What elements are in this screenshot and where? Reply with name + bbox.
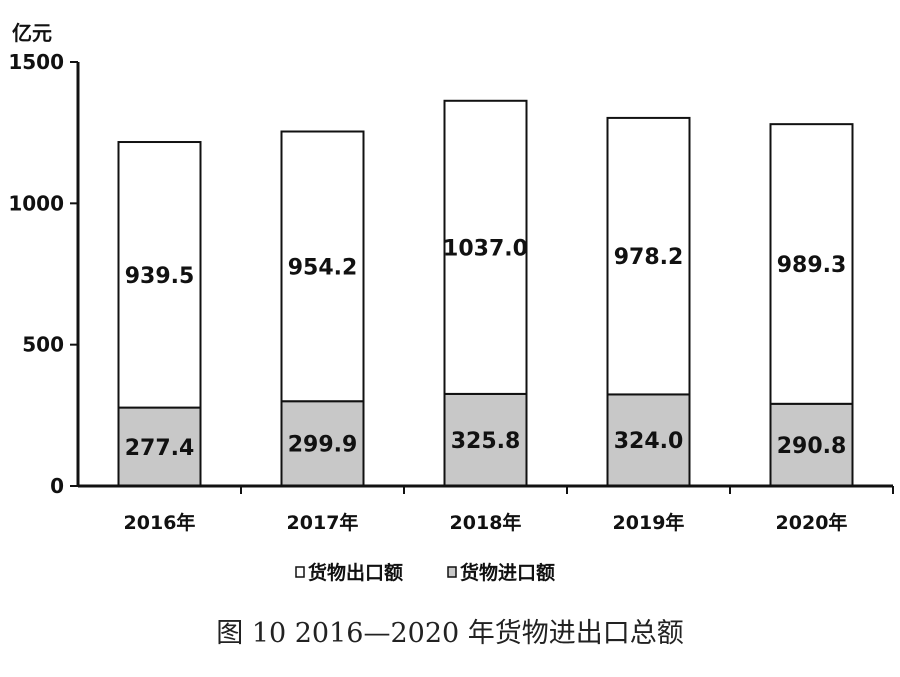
x-tick-label: 2018年 <box>450 511 522 534</box>
x-tick-label: 2016年 <box>124 511 196 534</box>
legend-swatch <box>295 566 305 578</box>
y-axis-unit-label: 亿元 <box>12 21 52 45</box>
y-tick-label: 0 <box>50 474 64 498</box>
x-tick-label: 2017年 <box>287 511 359 534</box>
legend-label: 货物出口额 <box>308 561 403 584</box>
legend-label: 货物进口额 <box>460 561 555 584</box>
data-label-import: 290.8 <box>777 434 847 459</box>
bar-import <box>769 402 854 487</box>
chart-caption: 图 10 2016—2020 年货物进出口总额 <box>216 618 684 649</box>
bar-export <box>280 130 365 403</box>
bar-export <box>606 116 691 396</box>
data-label-export: 989.3 <box>777 253 847 278</box>
bar-export <box>117 141 202 409</box>
data-label-import: 324.0 <box>614 429 684 454</box>
x-axis: 2016年 2017年 2018年 2019年 2020年 <box>78 484 894 534</box>
bar-export <box>443 99 528 395</box>
x-tick-label: 2020年 <box>776 511 848 534</box>
data-label-import: 277.4 <box>125 436 195 461</box>
bar-import <box>117 406 202 487</box>
y-tick-label: 1500 <box>8 50 64 74</box>
data-label-import: 299.9 <box>288 433 358 458</box>
bar-export <box>769 123 854 405</box>
bars: 277.4 939.5 299.9 954.2 325.8 1037.0 324.0 978.… <box>117 99 854 488</box>
data-label-export: 939.5 <box>125 264 195 289</box>
data-label-export: 1037.0 <box>443 236 528 261</box>
data-label-export: 978.2 <box>614 245 684 270</box>
y-axis: 0 500 1000 1500 <box>8 50 80 498</box>
y-tick-label: 500 <box>22 333 64 357</box>
x-tick-label: 2019年 <box>613 511 685 534</box>
legend-swatch <box>447 566 457 578</box>
data-label-export: 954.2 <box>288 255 358 280</box>
data-label-import: 325.8 <box>451 429 521 454</box>
bar-import <box>606 393 691 487</box>
y-tick-label: 1000 <box>8 191 64 215</box>
legend: 货物出口额 货物进口额 <box>295 561 555 584</box>
